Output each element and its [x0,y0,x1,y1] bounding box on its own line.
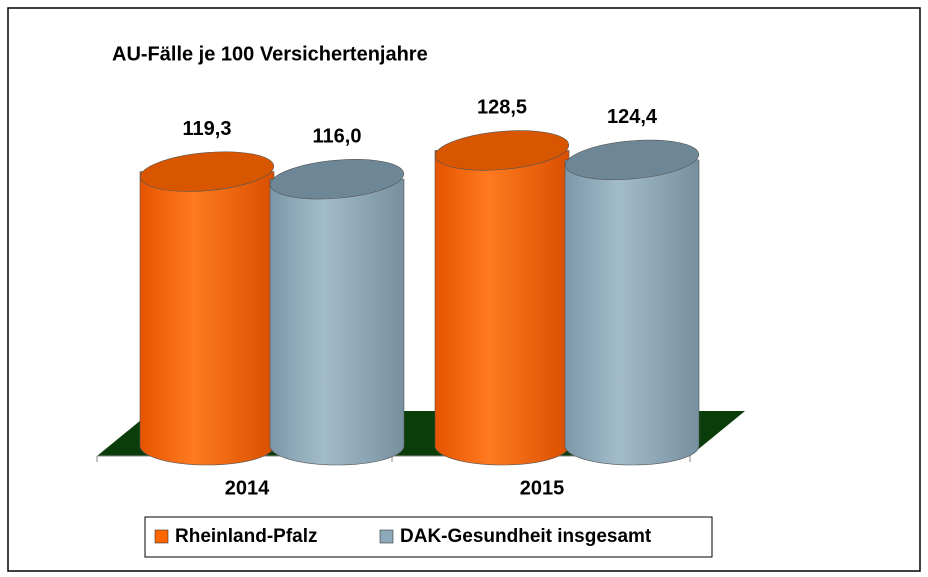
legend-swatch [154,529,169,544]
cylinder-top [139,151,275,192]
cylinder-top [434,130,570,171]
legend [144,516,713,558]
cylinder-top [269,159,405,200]
cylinder-body [564,159,700,466]
cylinder-body [434,150,570,466]
value-label: 128,5 [477,97,527,119]
cylinder-body [139,171,275,466]
value-label: 119,3 [183,118,232,140]
value-label: 124,4 [607,106,658,128]
x-tick-label: 2015 [520,477,565,499]
chart-title: AU-Fälle je 100 Versichertenjahre [112,43,428,65]
cylinder-body [269,178,405,466]
x-tick-label: 2014 [225,477,270,499]
legend-label: DAK-Gesundheit insgesamt [400,526,652,547]
legend-swatch [379,529,394,544]
legend-label: Rheinland-Pfalz [175,526,318,547]
value-label: 116,0 [313,125,362,147]
cylinder-top [564,139,700,180]
